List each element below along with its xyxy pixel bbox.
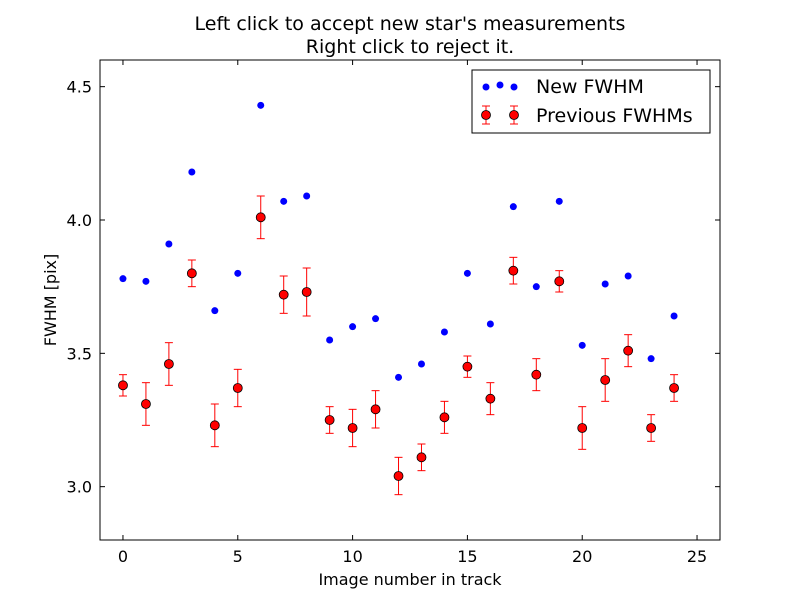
new-fwhm-point-9: [326, 336, 334, 344]
legend-previous-fwhms-label: Previous FWHMs: [536, 105, 693, 127]
previous-fwhm-point-11: [370, 404, 381, 415]
previous-fwhm-point-21: [600, 375, 611, 385]
previous-fwhm-point-14: [439, 412, 450, 423]
new-fwhm-point-17: [509, 203, 517, 211]
new-fwhm-point-20: [578, 341, 586, 349]
previous-fwhm-point-2: [163, 359, 174, 369]
previous-fwhm-point-17: [508, 265, 519, 276]
legend-box: [471, 69, 711, 134]
legend-new-fwhm-marker-2: [496, 81, 504, 89]
previous-fwhm-point-22: [623, 345, 634, 356]
new-fwhm-point-16: [486, 320, 494, 328]
x-tick-label-2: 10: [342, 547, 362, 566]
y-tick-label-1: 3.5: [67, 344, 92, 363]
series-previous-fwhms: [118, 212, 679, 481]
legend: New FWHM Previous FWHMs: [471, 69, 711, 134]
new-fwhm-point-15: [463, 269, 471, 277]
y-axis-label: FWHM [pix]: [41, 254, 60, 347]
legend-new-fwhm-marker-3: [510, 83, 518, 91]
new-fwhm-point-6: [257, 101, 265, 109]
previous-fwhm-point-8: [301, 287, 312, 297]
chart-title-line-2: Right click to reject it.: [306, 36, 514, 58]
previous-fwhm-point-24: [669, 383, 679, 393]
y-tick-label-3: 4.5: [67, 78, 92, 97]
new-fwhm-point-1: [142, 277, 150, 285]
previous-fwhm-point-1: [141, 399, 151, 409]
new-fwhm-point-13: [417, 360, 425, 368]
legend-prev-marker-1: [481, 110, 491, 120]
previous-fwhm-point-12: [393, 471, 404, 481]
chart-title-line-1: Left click to accept new star's measurem…: [195, 13, 626, 35]
previous-fwhm-point-23: [646, 423, 657, 433]
plot-area[interactable]: [99, 59, 721, 541]
previous-fwhm-point-18: [531, 369, 542, 380]
previous-fwhm-point-4: [209, 420, 220, 431]
legend-new-fwhm-label: New FWHM: [536, 76, 644, 98]
previous-fwhm-point-16: [485, 393, 496, 404]
new-fwhm-point-8: [303, 192, 311, 200]
y-tick-label-0: 3.0: [67, 478, 92, 497]
new-fwhm-point-7: [280, 197, 288, 205]
new-fwhm-point-22: [624, 272, 632, 280]
new-fwhm-point-4: [211, 307, 219, 315]
x-tick-label-5: 25: [687, 547, 707, 566]
previous-fwhm-point-0: [118, 380, 128, 391]
previous-fwhm-point-7: [278, 289, 289, 300]
previous-fwhm-point-13: [416, 452, 427, 463]
x-tick-label-4: 20: [572, 547, 592, 566]
new-fwhm-point-0: [119, 275, 127, 283]
new-fwhm-point-18: [532, 283, 540, 291]
previous-fwhm-point-20: [577, 423, 588, 433]
legend-new-fwhm-marker-1: [482, 83, 490, 91]
legend-prev-marker-2: [509, 110, 519, 120]
new-fwhm-point-21: [601, 280, 609, 288]
series-new-fwhm: [119, 101, 678, 381]
new-fwhm-point-23: [647, 355, 655, 363]
x-tick-label-1: 5: [233, 547, 243, 566]
axis-ticks: [100, 60, 720, 540]
previous-fwhm-point-5: [232, 383, 243, 393]
new-fwhm-point-12: [395, 373, 403, 381]
previous-fwhm-point-15: [462, 361, 473, 372]
x-tick-label-0: 0: [118, 547, 128, 566]
new-fwhm-point-24: [670, 312, 678, 320]
new-fwhm-point-19: [555, 197, 563, 205]
previous-fwhm-point-3: [186, 268, 197, 279]
new-fwhm-point-10: [349, 323, 357, 331]
new-fwhm-point-14: [440, 328, 448, 336]
previous-fwhm-point-10: [347, 423, 358, 433]
new-fwhm-point-5: [234, 269, 242, 277]
new-fwhm-point-3: [188, 168, 196, 176]
x-axis-label: Image number in track: [318, 570, 502, 589]
new-fwhm-point-2: [165, 240, 173, 248]
x-tick-label-3: 15: [457, 547, 477, 566]
previous-fwhm-point-9: [324, 415, 335, 425]
y-tick-label-2: 4.0: [67, 211, 92, 230]
new-fwhm-point-11: [372, 315, 380, 323]
axis-tick-labels: 0 5 10 15 20 25 3.0 3.5 4.0 4.5: [67, 78, 708, 566]
previous-fwhm-point-6: [255, 212, 266, 223]
previous-fwhm-point-19: [554, 276, 565, 287]
